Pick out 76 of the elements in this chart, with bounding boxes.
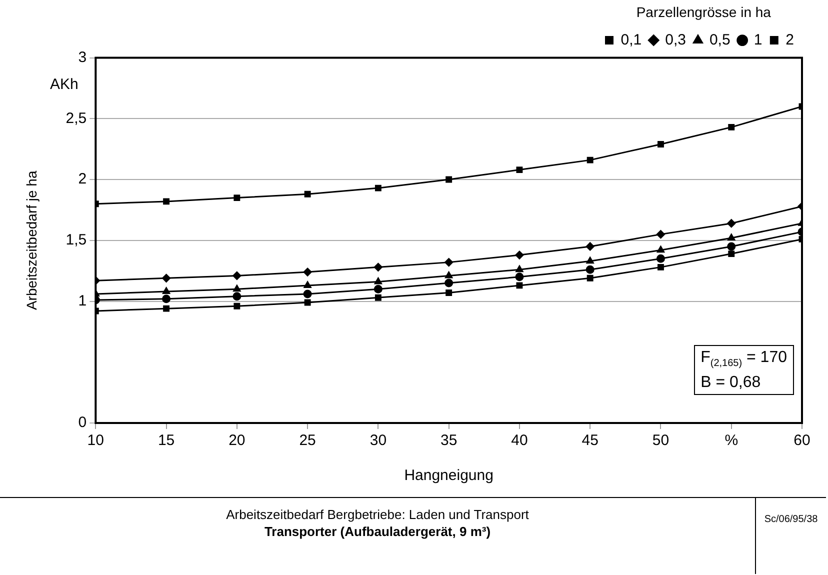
x-axis-title: Hangneigung — [404, 467, 494, 484]
point — [162, 294, 171, 304]
legend-label: 0,3 — [665, 31, 686, 48]
point — [728, 250, 735, 258]
point — [586, 256, 594, 264]
point — [516, 166, 523, 174]
point — [727, 219, 736, 228]
x-tick-label: 30 — [370, 432, 387, 450]
y-tick-label: 2,5 — [66, 110, 87, 127]
x-tick-label: 15 — [158, 432, 175, 450]
point — [658, 141, 664, 148]
annotation: F$_{(2,165)}$ = 170 — [700, 348, 787, 372]
point — [658, 264, 664, 270]
point — [163, 305, 170, 312]
point — [374, 184, 382, 192]
legend-label: 1 — [754, 31, 762, 48]
y-tick-label: 2 — [78, 170, 87, 188]
point — [162, 287, 170, 294]
point — [234, 194, 240, 202]
point — [444, 258, 454, 267]
point — [304, 281, 312, 288]
y-axis-title: Arbeitszeitbedarf je ha — [23, 170, 40, 310]
point — [516, 265, 524, 272]
y-tick-label: 3 — [78, 48, 87, 66]
x-tick-label: 45 — [582, 432, 598, 450]
point — [374, 278, 382, 284]
y-tick-label: 1,5 — [66, 232, 87, 249]
point — [303, 268, 312, 276]
annotation: B = 0,68 — [700, 373, 762, 392]
legend-title: Parzellengrösse in ha — [636, 4, 772, 20]
point — [232, 271, 242, 280]
point — [374, 284, 382, 294]
x-tick-label: 10 — [87, 432, 104, 450]
point — [162, 274, 171, 282]
y-tick-label: 0 — [78, 414, 87, 432]
point — [656, 246, 665, 253]
point — [586, 242, 594, 251]
x-tick-label: 50 — [652, 432, 670, 450]
text: Transporter (Aufbauladergerät, 9 m³) — [263, 523, 492, 540]
point — [656, 254, 665, 263]
point — [303, 290, 312, 298]
point — [586, 156, 594, 164]
point — [234, 302, 240, 310]
point — [728, 234, 736, 240]
x-tick-label: 20 — [228, 432, 246, 450]
point — [446, 290, 452, 296]
x-tick-label: 60 — [794, 432, 810, 450]
text: AKh — [50, 76, 78, 93]
point — [515, 250, 524, 260]
x-tick-label: 35 — [440, 432, 458, 450]
point — [233, 284, 241, 292]
point — [516, 282, 523, 289]
point — [374, 262, 382, 272]
point — [515, 272, 524, 282]
legend-label: 0,5 — [709, 31, 730, 48]
text: Arbeitszeitbedarf Bergbetriebe: Laden und Transport — [225, 506, 530, 523]
text: Sc/06/95/38 — [755, 498, 826, 574]
y-tick-label: 1 — [78, 292, 87, 310]
point — [727, 242, 736, 251]
legend-label: 2 — [786, 31, 794, 48]
point — [304, 299, 311, 306]
point — [304, 190, 311, 198]
point — [586, 265, 594, 274]
point — [728, 124, 735, 130]
point — [444, 278, 454, 288]
x-tick-label: % — [724, 432, 738, 450]
point — [163, 198, 170, 205]
x-tick-label: 40 — [511, 432, 528, 450]
point — [445, 271, 453, 278]
point — [446, 176, 452, 183]
point — [656, 230, 665, 239]
point — [374, 294, 382, 301]
x-tick-label: 25 — [299, 432, 316, 450]
point — [586, 274, 594, 282]
legend-label: 0,1 — [620, 31, 642, 48]
point — [232, 292, 242, 301]
